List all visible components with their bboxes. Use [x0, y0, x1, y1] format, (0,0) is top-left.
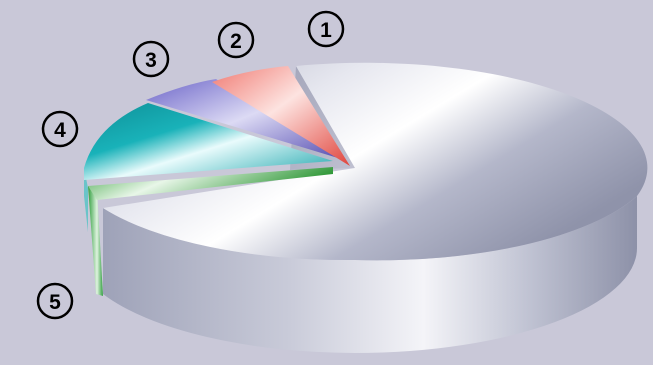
pie-slice-5-side	[88, 186, 103, 296]
svg-text:5: 5	[49, 291, 61, 314]
pie-slice-4-side	[84, 168, 88, 232]
pie-slice-5-top	[88, 167, 333, 200]
slice-label-4: 4	[41, 110, 79, 148]
slice-label-5: 5	[36, 282, 74, 320]
pie-slice-2-top	[212, 66, 350, 166]
svg-text:1: 1	[320, 19, 332, 42]
svg-text:3: 3	[145, 49, 157, 72]
slice-label-1: 1	[307, 10, 345, 48]
svg-text:4: 4	[54, 119, 66, 142]
slice-label-2: 2	[217, 21, 255, 59]
pie-slice-1-top	[103, 62, 648, 261]
pie-slice-4-top	[84, 103, 333, 180]
slice-label-3: 3	[132, 40, 170, 78]
pie-slice-1-side	[103, 196, 637, 353]
svg-text:2: 2	[230, 30, 242, 53]
pie-slice-3-top	[146, 79, 338, 158]
